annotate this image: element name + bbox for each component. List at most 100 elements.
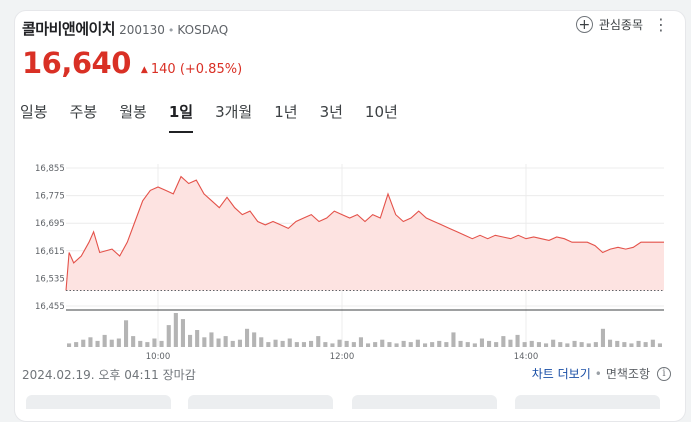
volume-bar (380, 339, 385, 347)
volume-bar (501, 336, 506, 347)
volume-bar (209, 332, 214, 347)
more-chart-link[interactable]: 차트 더보기 (531, 367, 591, 381)
volume-bar (430, 342, 435, 347)
plus-icon: + (575, 16, 593, 33)
volume-bar (323, 342, 328, 347)
volume-bar (515, 334, 520, 347)
volume-bar (508, 339, 513, 347)
volume-bar (316, 336, 321, 347)
volume-bar (544, 343, 549, 347)
company-name[interactable]: 콜마비앤에이치 (22, 20, 116, 38)
volume-bar (216, 338, 221, 347)
volume-bar (145, 342, 150, 347)
volume-bar (116, 338, 121, 347)
volume-bar (536, 342, 541, 347)
volume-bar (67, 343, 72, 347)
current-price: 16,640 (22, 46, 131, 80)
volume-bar (88, 337, 93, 347)
volume-bar (237, 339, 242, 347)
volume-bar (494, 342, 499, 347)
tab-1day[interactable]: 1일 (168, 101, 194, 133)
volume-bar (124, 320, 129, 347)
bottom-tiles (0, 395, 691, 409)
watchlist-button[interactable]: + 관심종목 ⋮ (575, 14, 669, 34)
y-tick-label: 16,615 (35, 247, 65, 257)
bottom-tile[interactable] (515, 395, 660, 409)
stock-card (14, 10, 686, 422)
intraday-chart[interactable]: 16,455 16,535 16,615 16,695 16,775 16,855 10:0… (0, 0, 691, 409)
volume-bar (615, 340, 620, 347)
footer-timestamp: 2024.02.19. 오후 04:11 장마감 (22, 368, 196, 382)
volume-bar (608, 339, 613, 347)
tab-3months[interactable]: 3개월 (215, 103, 253, 121)
volume-bar (109, 339, 114, 347)
volume-bar (551, 339, 556, 347)
volume-bar (358, 337, 363, 347)
volume-bar (81, 339, 86, 347)
disclaimer-link[interactable]: 면책조항 (605, 367, 650, 381)
tab-daily[interactable]: 일봉 (20, 103, 48, 121)
volume-bar (152, 338, 157, 347)
price-line (65, 175, 664, 291)
volume-bar (408, 342, 413, 347)
volume-bar (415, 339, 420, 347)
volume-bar (195, 330, 200, 347)
volume-bar (202, 337, 207, 347)
watchlist-label: 관심종목 (598, 18, 643, 32)
volume-bar (131, 336, 136, 347)
period-tabs: 일봉 주봉 월봉 1일 3개월 1년 3년 10년 (20, 101, 420, 133)
volume-bar (636, 340, 641, 347)
bottom-tile[interactable] (352, 395, 497, 409)
volume-bar (252, 332, 257, 347)
volume-bar (245, 328, 250, 347)
volume-bar (629, 343, 634, 347)
tab-monthly[interactable]: 월봉 (119, 103, 147, 121)
bottom-tile[interactable] (188, 395, 333, 409)
volume-bar (223, 336, 228, 347)
bottom-tile[interactable] (26, 395, 171, 409)
tab-10years[interactable]: 10년 (364, 103, 398, 121)
volume-bar (423, 343, 428, 347)
volume-bar (188, 334, 193, 347)
y-tick-label: 16,695 (35, 219, 65, 229)
volume-bar (230, 340, 235, 347)
volume-bar (344, 340, 349, 347)
volume-bar (280, 340, 285, 347)
volume-bar (387, 342, 392, 347)
volume-bar (366, 343, 371, 347)
volume-bar (472, 343, 477, 347)
y-tick-label: 16,455 (35, 302, 65, 312)
volume-bar (337, 339, 342, 347)
tab-3years[interactable]: 3년 (319, 103, 343, 121)
y-tick-label: 16,855 (35, 164, 65, 174)
change-percent: (+0.85%) (179, 62, 243, 77)
y-tick-label: 16,535 (35, 274, 65, 284)
volume-bar (138, 340, 143, 347)
info-icon[interactable]: i (657, 366, 671, 381)
volume-bar (401, 340, 406, 347)
price-area (66, 176, 664, 291)
volume-bar (465, 342, 470, 347)
volume-bar (180, 319, 185, 347)
volume-bar (301, 342, 306, 347)
more-options-icon[interactable]: ⋮ (653, 14, 669, 34)
volume-bar (579, 342, 584, 347)
stock-header: 콜마비앤에이치 200130 • KOSDAQ (22, 18, 228, 39)
volume-bar (159, 340, 164, 347)
volume-bar (593, 342, 598, 347)
volume-bar (479, 338, 484, 347)
volume-bar (657, 343, 662, 347)
header-separator: • (167, 24, 175, 37)
tab-weekly[interactable]: 주봉 (69, 103, 98, 121)
volume-bar (565, 343, 570, 347)
tab-1year[interactable]: 1년 (274, 103, 298, 121)
market-name: KOSDAQ (177, 23, 229, 37)
y-tick-label: 16,775 (35, 192, 65, 202)
volume-bar (266, 342, 271, 347)
volume-bar (650, 339, 655, 347)
footer-separator: • (594, 366, 602, 381)
volume-bar (74, 342, 79, 347)
volume-bar (572, 340, 577, 347)
volume-bar (451, 332, 456, 347)
x-tick-label: 14:00 (514, 352, 539, 362)
